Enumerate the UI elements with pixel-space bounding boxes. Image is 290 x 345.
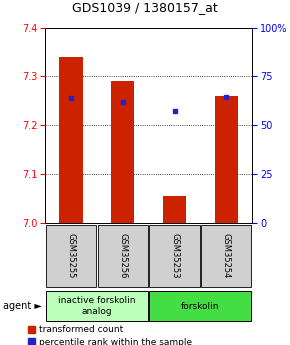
Text: GSM35255: GSM35255 [66, 234, 75, 279]
Bar [201, 225, 251, 287]
Bar [46, 291, 148, 321]
Text: GSM35256: GSM35256 [118, 234, 127, 279]
Text: inactive forskolin
analog: inactive forskolin analog [58, 296, 135, 316]
Bar [163, 196, 186, 223]
Text: agent ►: agent ► [3, 301, 42, 311]
Bar [59, 57, 83, 223]
Text: GSM35254: GSM35254 [222, 234, 231, 279]
Bar [149, 225, 200, 287]
Bar [149, 291, 251, 321]
Text: forskolin: forskolin [181, 302, 220, 311]
Bar [98, 225, 148, 287]
Legend: transformed count, percentile rank within the sample: transformed count, percentile rank withi… [28, 325, 192, 345]
Bar [46, 225, 96, 287]
Text: GSM35253: GSM35253 [170, 234, 179, 279]
Bar [215, 96, 238, 223]
Bar [111, 81, 134, 223]
Text: GDS1039 / 1380157_at: GDS1039 / 1380157_at [72, 1, 218, 14]
